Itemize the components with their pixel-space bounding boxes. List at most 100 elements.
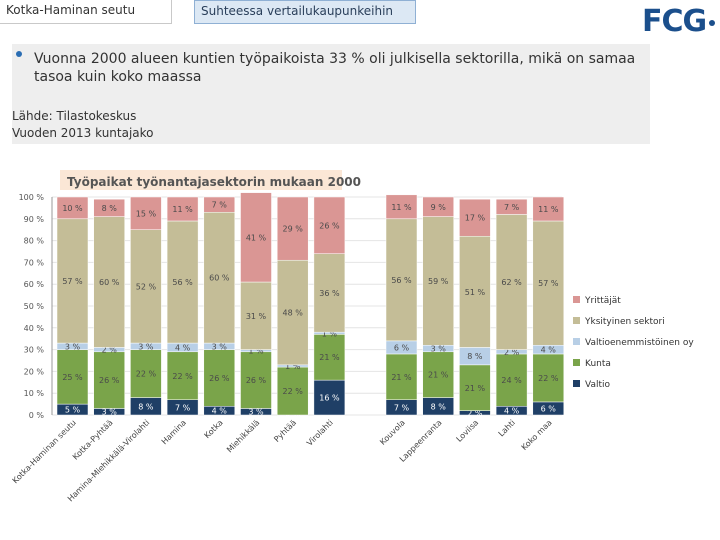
comparison-tab[interactable]: Suhteessa vertailukaupunkeihin — [194, 0, 416, 24]
data-label: 56 % — [172, 278, 193, 287]
bar-segment — [130, 349, 162, 398]
bar-segment — [203, 212, 236, 344]
data-label: 51 % — [465, 288, 486, 297]
data-label: 6 % — [541, 404, 557, 413]
data-label: 8 % — [102, 204, 118, 213]
logo-text: FCG — [642, 4, 707, 39]
y-tick-label: 40 % — [24, 324, 45, 333]
y-tick-label: 0 % — [29, 411, 45, 420]
bar-segment — [203, 196, 236, 213]
comparison-tab-label: Suhteessa vertailukaupunkeihin — [201, 4, 394, 18]
chart-container: Työpaikat työnantajasektorin mukaan 2000… — [0, 160, 710, 534]
data-label: 22 % — [538, 374, 559, 383]
data-label: 22 % — [283, 387, 304, 396]
data-label: 21 % — [465, 384, 486, 393]
data-label: 22 % — [172, 372, 193, 381]
legend-swatch — [573, 317, 580, 324]
bar-segment — [422, 351, 454, 398]
data-label: 21 % — [391, 373, 412, 382]
bar-segment — [385, 194, 418, 220]
data-label: 11 % — [538, 205, 559, 214]
legend-swatch — [573, 338, 580, 345]
data-label: 52 % — [136, 282, 157, 291]
bar-segment — [313, 334, 346, 381]
bar-segment — [166, 196, 199, 222]
y-tick-label: 90 % — [24, 215, 45, 224]
bar-segment — [56, 218, 89, 344]
data-label: 29 % — [283, 225, 304, 234]
bar-segment — [459, 235, 491, 348]
region-title-text: Kotka-Haminan seutu — [6, 3, 136, 17]
x-category-label: Kotka — [203, 418, 225, 440]
data-label: 41 % — [246, 233, 267, 242]
data-label: 2 % — [467, 409, 483, 418]
source-note: Lähde: Tilastokeskus Vuoden 2013 kuntaja… — [12, 108, 154, 142]
y-tick-label: 50 % — [24, 302, 45, 311]
stacked-bar-chart: Työpaikat työnantajasektorin mukaan 2000… — [11, 170, 694, 503]
bar-segment — [422, 216, 454, 346]
data-label: 26 % — [99, 376, 120, 385]
data-label: 15 % — [136, 209, 157, 218]
bar-segment — [385, 218, 418, 342]
bar-segment — [532, 196, 565, 222]
data-label: 3 % — [431, 345, 447, 354]
legend-swatch — [573, 296, 580, 303]
data-label: 11 % — [172, 205, 193, 214]
x-category-label: Pyhtää — [272, 418, 298, 444]
data-label: 1 % — [248, 347, 264, 356]
data-label: 3 % — [102, 408, 118, 417]
data-label: 26 % — [209, 374, 230, 383]
legend-swatch — [573, 380, 580, 387]
data-label: 62 % — [501, 278, 522, 287]
data-label: 59 % — [428, 277, 449, 286]
bar-segment — [130, 196, 162, 230]
x-category-label: Kotka-Haminan seutu — [11, 418, 78, 485]
data-label: 57 % — [62, 277, 83, 286]
bullet-icon — [16, 51, 22, 57]
data-label: 1 % — [322, 329, 338, 338]
data-label: 10 % — [62, 204, 83, 213]
bar-segment — [240, 281, 272, 350]
data-label: 3 % — [248, 408, 264, 417]
data-label: 6 % — [394, 343, 410, 352]
data-label: 16 % — [319, 394, 340, 403]
bar-segment — [459, 198, 491, 237]
y-tick-label: 10 % — [24, 389, 45, 398]
data-label: 8 % — [138, 402, 154, 411]
bar-segment — [240, 351, 272, 409]
division-line: Vuoden 2013 kuntajako — [12, 126, 154, 140]
data-label: 57 % — [538, 279, 559, 288]
x-category-label: Kouvola — [378, 418, 407, 447]
bar-segment — [93, 351, 125, 409]
bar-segment — [313, 196, 346, 254]
chart-title: Työpaikat työnantajasektorin mukaan 2000 — [67, 175, 361, 189]
y-tick-label: 100 % — [19, 193, 45, 202]
data-label: 8 % — [467, 352, 483, 361]
data-label: 48 % — [283, 309, 304, 318]
data-label: 56 % — [391, 276, 412, 285]
data-label: 2 % — [102, 346, 118, 355]
fcg-logo: FCG — [642, 4, 716, 39]
data-label: 3 % — [65, 342, 81, 351]
logo-dot-icon — [709, 19, 716, 26]
data-label: 60 % — [209, 274, 230, 283]
legend-swatch — [573, 359, 580, 366]
data-label: 8 % — [431, 402, 447, 411]
data-label: 24 % — [501, 376, 522, 385]
x-category-label: Hamina — [160, 418, 188, 446]
bar-segment — [276, 366, 309, 416]
x-category-label: Loviisa — [455, 418, 481, 444]
legend-label: Yrittäjät — [584, 296, 621, 306]
data-label: 21 % — [428, 371, 449, 380]
bar-segment — [240, 192, 272, 283]
data-label: 4 % — [504, 407, 520, 416]
bar-segment — [532, 353, 565, 403]
data-label: 17 % — [465, 214, 486, 223]
legend-label: Kunta — [585, 359, 611, 369]
data-label: 4 % — [541, 346, 557, 355]
data-label: 25 % — [62, 373, 83, 382]
data-label: 1 % — [285, 362, 301, 371]
x-category-label: Koko maa — [520, 418, 554, 452]
bar-segment — [93, 216, 125, 348]
bar-segment — [56, 196, 89, 220]
